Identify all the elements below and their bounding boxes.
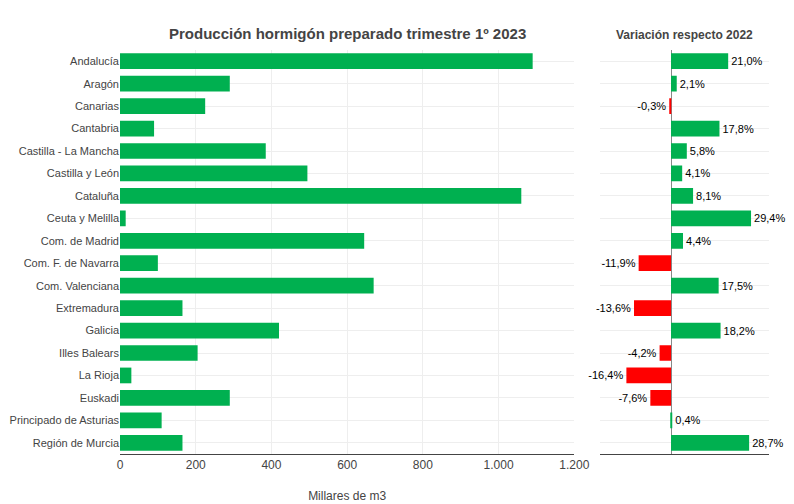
svg-text:Com. Valenciana: Com. Valenciana — [36, 280, 120, 292]
svg-text:Galicia: Galicia — [85, 324, 120, 336]
svg-text:-11,9%: -11,9% — [601, 257, 635, 269]
svg-text:21,0%: 21,0% — [731, 55, 762, 67]
svg-text:-4,2%: -4,2% — [628, 347, 657, 359]
svg-text:5,8%: 5,8% — [690, 145, 715, 157]
svg-text:Producción hormigón preparado: Producción hormigón preparado trimestre … — [169, 25, 526, 42]
svg-text:Andalucía: Andalucía — [70, 55, 120, 67]
svg-text:17,5%: 17,5% — [722, 280, 753, 292]
svg-text:La Rioja: La Rioja — [79, 369, 120, 381]
svg-text:17,8%: 17,8% — [722, 123, 753, 135]
svg-text:-16,4%: -16,4% — [588, 369, 623, 381]
svg-text:800: 800 — [413, 458, 433, 472]
svg-text:18,2%: 18,2% — [724, 325, 755, 337]
svg-text:400: 400 — [261, 458, 281, 472]
svg-text:-13,6%: -13,6% — [596, 302, 631, 314]
svg-text:1.000: 1.000 — [484, 458, 514, 472]
svg-text:Cantabria: Cantabria — [71, 122, 120, 134]
svg-text:Castilla y León: Castilla y León — [47, 167, 119, 179]
svg-text:Variación respecto 2022: Variación respecto 2022 — [616, 28, 753, 42]
svg-text:Euskadi: Euskadi — [80, 392, 119, 404]
svg-text:Com. de Madrid: Com. de Madrid — [41, 235, 119, 247]
svg-text:0,4%: 0,4% — [675, 414, 700, 426]
svg-text:Illes Balears: Illes Balears — [59, 347, 119, 359]
svg-text:Región de Murcia: Región de Murcia — [33, 437, 120, 449]
svg-text:Principado de Asturias: Principado de Asturias — [10, 414, 120, 426]
svg-text:Canarias: Canarias — [75, 100, 120, 112]
svg-text:200: 200 — [186, 458, 206, 472]
svg-text:Extremadura: Extremadura — [56, 302, 120, 314]
svg-text:Millares de m3: Millares de m3 — [308, 489, 386, 503]
svg-text:28,7%: 28,7% — [752, 437, 783, 449]
svg-text:4,1%: 4,1% — [685, 167, 710, 179]
svg-text:600: 600 — [337, 458, 357, 472]
svg-text:-7,6%: -7,6% — [618, 392, 647, 404]
svg-text:Cataluña: Cataluña — [75, 190, 120, 202]
svg-text:Aragón: Aragón — [84, 78, 119, 90]
svg-text:29,4%: 29,4% — [754, 212, 785, 224]
svg-text:2,1%: 2,1% — [680, 78, 705, 90]
svg-text:-0,3%: -0,3% — [637, 100, 666, 112]
svg-text:8,1%: 8,1% — [696, 190, 721, 202]
svg-text:0: 0 — [117, 458, 124, 472]
svg-text:4,4%: 4,4% — [686, 235, 711, 247]
svg-text:1.200: 1.200 — [559, 458, 589, 472]
svg-text:Castilla - La Mancha: Castilla - La Mancha — [19, 145, 120, 157]
svg-text:Ceuta y Melilla: Ceuta y Melilla — [47, 212, 120, 224]
svg-text:Com. F. de Navarra: Com. F. de Navarra — [24, 257, 120, 269]
